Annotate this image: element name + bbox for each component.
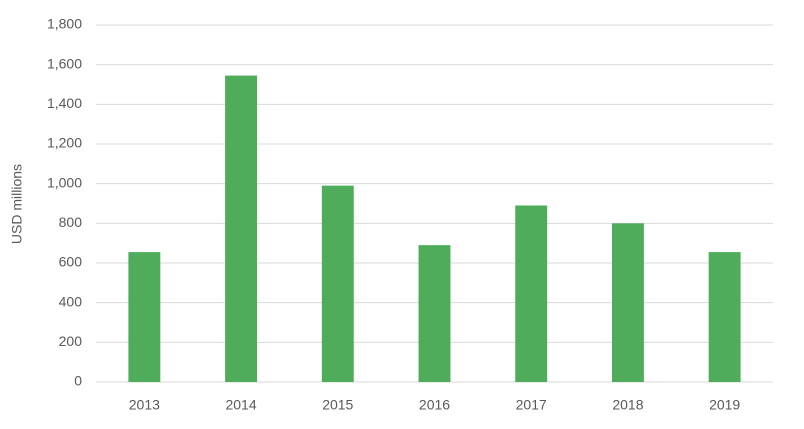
bar [708, 252, 741, 382]
y-tick-label: 1,800 [47, 16, 82, 32]
y-tick-label: 1,600 [47, 55, 82, 71]
bar [418, 245, 451, 382]
y-tick-label: 0 [74, 373, 82, 389]
y-tick-label: 1,000 [47, 174, 82, 190]
x-tick-label: 2015 [322, 397, 353, 413]
y-tick-label: 400 [59, 293, 83, 309]
bar [321, 185, 354, 382]
x-tick-label: 2016 [419, 397, 450, 413]
bar [611, 223, 644, 382]
y-tick-label: 1,200 [47, 135, 82, 151]
y-axis-label: USD millions [9, 164, 25, 244]
y-tick-label: 600 [59, 254, 83, 270]
x-tick-label: 2013 [129, 397, 160, 413]
y-tick-label: 1,400 [47, 95, 82, 111]
x-tick-label: 2017 [516, 397, 547, 413]
bar [515, 205, 548, 382]
x-tick-label: 2019 [709, 397, 740, 413]
x-tick-label: 2014 [225, 397, 256, 413]
y-tick-label: 200 [59, 333, 83, 349]
y-tick-label: 800 [59, 214, 83, 230]
bar [225, 75, 258, 382]
x-tick-label: 2018 [612, 397, 643, 413]
bar [128, 252, 161, 382]
